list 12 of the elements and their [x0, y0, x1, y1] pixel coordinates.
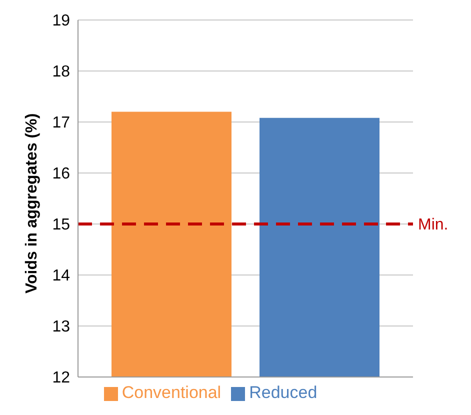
ref-line-label: Min.: [418, 216, 448, 234]
y-tick-label: 15: [52, 216, 70, 234]
y-axis-title: Voids in aggregates (%): [24, 113, 41, 294]
y-tick-label: 19: [52, 12, 70, 30]
y-tick-label: 13: [52, 318, 70, 336]
y-tick-label: 16: [52, 166, 70, 183]
y-tick-label: 12: [52, 370, 70, 387]
legend-label: Conventional: [122, 383, 222, 402]
y-tick-label: 17: [52, 114, 70, 132]
legend-label: Reduced: [249, 383, 318, 402]
y-tick-label: 14: [52, 268, 70, 285]
y-tick-label: 18: [52, 64, 70, 81]
